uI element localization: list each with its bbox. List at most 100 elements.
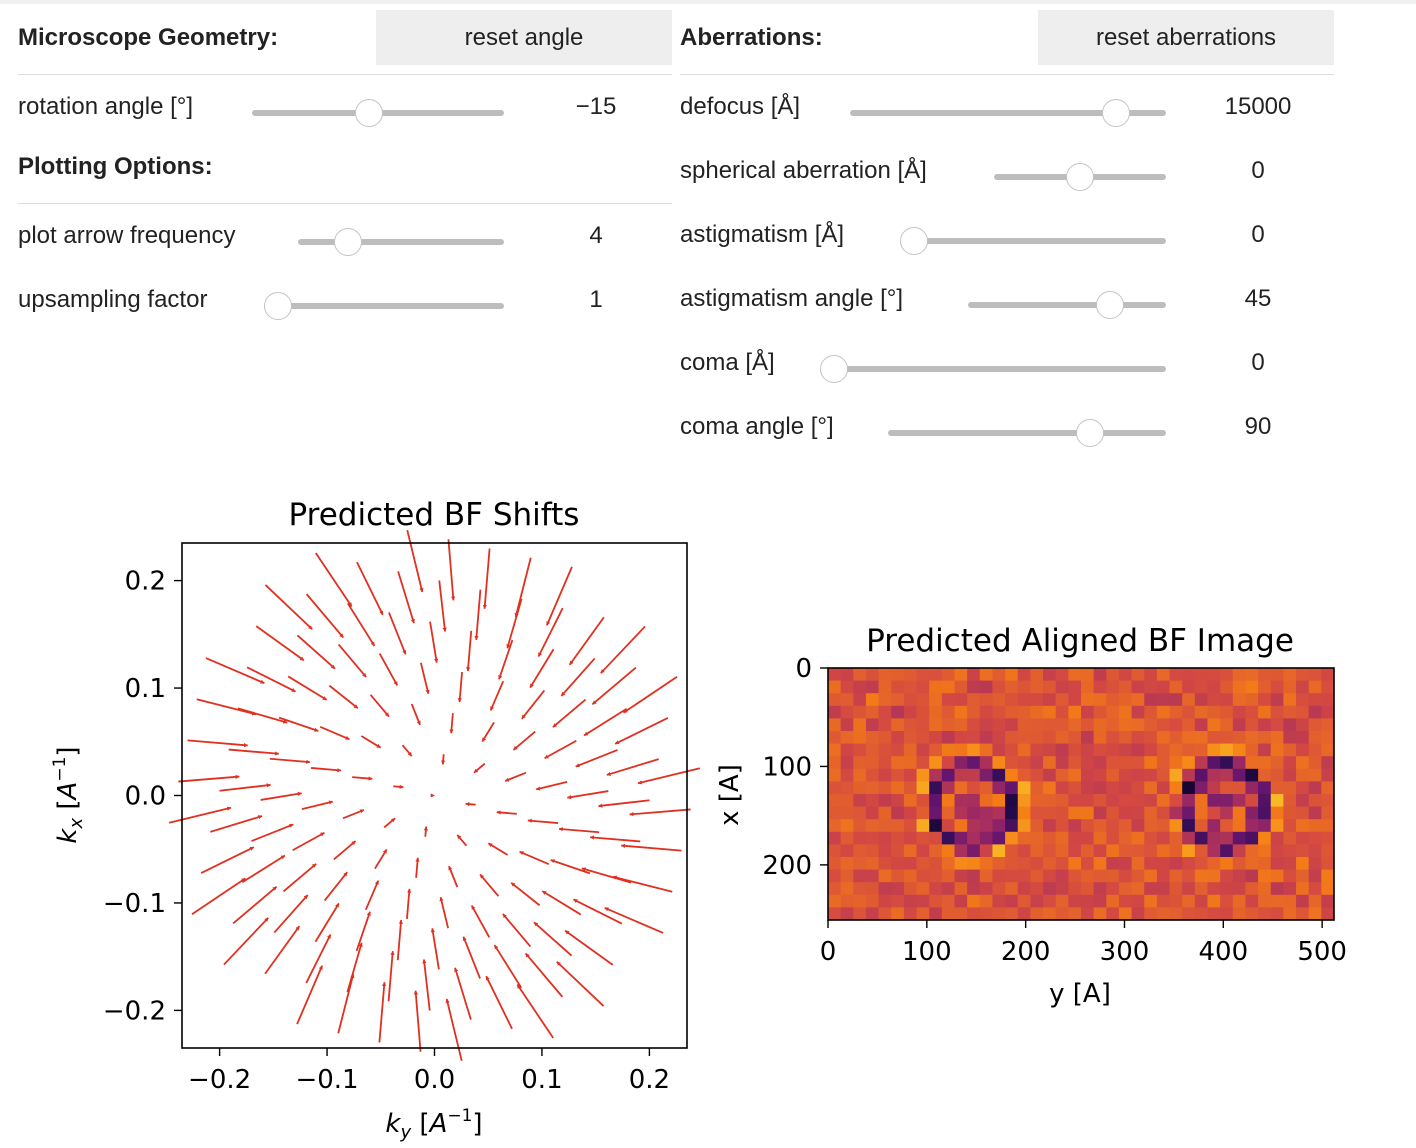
heatmap-cell	[1283, 806, 1297, 820]
quiver-arrow	[493, 944, 523, 989]
heatmap-cell	[1030, 831, 1044, 845]
quiver-arrow	[237, 707, 288, 724]
slider-track[interactable]	[820, 366, 1166, 372]
quiver-arrow	[506, 598, 523, 649]
heatmap-cell	[878, 756, 892, 770]
heatmap-cell	[1131, 705, 1145, 719]
heatmap-cell	[1030, 768, 1044, 782]
quiver-arrows	[168, 529, 701, 1062]
heatmap-cell	[979, 882, 994, 896]
heatmap-cell	[954, 869, 968, 883]
heatmap-cell	[1106, 705, 1120, 719]
slider-thumb[interactable]	[354, 99, 383, 127]
heatmap-cell	[1270, 705, 1284, 719]
heatmap-cell	[853, 781, 867, 795]
heatmap-cell	[979, 718, 994, 732]
slider-thumb[interactable]	[1066, 163, 1094, 191]
heatmap-cell	[1144, 907, 1158, 920]
heatmap-cell	[1321, 781, 1334, 795]
heatmap-cell	[1283, 731, 1297, 745]
quiver-arrow	[219, 783, 271, 792]
heatmap-cell	[1283, 794, 1297, 808]
heatmap-cell	[1169, 718, 1183, 732]
reset-angle-button[interactable]: reset angle	[376, 10, 672, 65]
y-tick-label: 200	[762, 851, 812, 881]
heatmap-cell	[1308, 668, 1322, 682]
heatmap-cell	[1182, 731, 1196, 745]
heatmap-cell	[916, 907, 930, 920]
heatmap-cell	[865, 768, 880, 782]
heatmap-cell	[1030, 756, 1044, 770]
heatmap-cell	[828, 668, 842, 682]
quiver-arrow	[241, 854, 286, 884]
heatmap-cell	[840, 806, 854, 820]
slider-thumb[interactable]	[264, 292, 292, 320]
slider-thumb[interactable]	[820, 355, 848, 383]
quiver-arrow	[383, 817, 396, 829]
heatmap-cell	[1220, 806, 1234, 820]
heatmap-cell	[828, 831, 842, 845]
slider-track[interactable]	[264, 303, 504, 309]
slider-track[interactable]	[298, 239, 504, 245]
heatmap-cell	[1270, 857, 1284, 871]
slider-track[interactable]	[968, 302, 1166, 308]
heatmap-cell	[1131, 781, 1145, 795]
slider-track[interactable]	[900, 238, 1166, 244]
quiver-arrow	[406, 888, 412, 920]
heatmap-cell	[1245, 882, 1259, 896]
slider-track[interactable]	[888, 430, 1166, 436]
heatmap-cell	[1182, 718, 1196, 732]
heatmap-cell	[1207, 831, 1221, 845]
heatmap-cell	[941, 718, 956, 732]
heatmap-cell	[891, 731, 905, 745]
right-control-panel: Aberrations: reset aberrations defocus […	[680, 10, 1334, 459]
heatmap-cell	[840, 819, 854, 833]
heatmap-cell	[1245, 693, 1259, 707]
heatmap-cell	[1321, 907, 1334, 920]
slider-thumb[interactable]	[900, 227, 928, 255]
quiver-arrow	[264, 925, 301, 975]
slider-thumb[interactable]	[333, 228, 362, 256]
heatmap-cell	[1245, 869, 1259, 883]
slider-thumb[interactable]	[1095, 291, 1124, 319]
heatmap-title: Predicted Aligned BF Image	[866, 623, 1294, 659]
quiver-arrow	[524, 952, 564, 998]
heatmap-cell	[1283, 768, 1297, 782]
quiver-x-label: ky [A−1]	[385, 1106, 482, 1143]
heatmap-cell	[865, 857, 880, 871]
heatmap-cell	[1131, 680, 1145, 694]
heatmap-cell	[1245, 857, 1259, 871]
slider-thumb[interactable]	[1075, 419, 1104, 447]
heatmap-cell	[1106, 907, 1120, 920]
heatmap-cell	[1055, 794, 1069, 808]
heatmap-cell	[929, 857, 943, 871]
heatmap-cell	[853, 882, 867, 896]
quiver-arrow	[462, 936, 481, 979]
slider-track[interactable]	[850, 110, 1166, 116]
heatmap-cell	[1321, 894, 1334, 908]
quiver-arrow	[328, 684, 359, 709]
heatmap-cell	[903, 781, 918, 795]
heatmap-cell	[1169, 731, 1183, 745]
reset-aberrations-button[interactable]: reset aberrations	[1038, 10, 1334, 65]
heatmap-cell	[903, 844, 918, 858]
heatmap-cell	[1270, 718, 1284, 732]
heatmap-cell	[1258, 781, 1272, 795]
quiver-arrow	[355, 911, 371, 952]
quiver-arrow	[448, 865, 459, 888]
heatmap-cell	[992, 693, 1006, 707]
quiver-arrow	[456, 834, 468, 847]
heatmap-cell	[1258, 819, 1272, 833]
heatmap-x-label: y [A]	[1049, 979, 1111, 1009]
heatmap-cell	[1055, 806, 1069, 820]
heatmap-cell	[1005, 705, 1019, 719]
heatmap-cell	[916, 869, 930, 883]
slider-thumb[interactable]	[1102, 99, 1130, 127]
heatmap-cell	[853, 680, 867, 694]
quiver-arrow	[606, 758, 659, 776]
heatmap-cell	[903, 907, 918, 920]
quiver-arrow	[498, 639, 514, 680]
heatmap-cell	[891, 668, 905, 682]
heatmap-cell	[941, 743, 956, 757]
heatmap-cell	[840, 907, 854, 920]
